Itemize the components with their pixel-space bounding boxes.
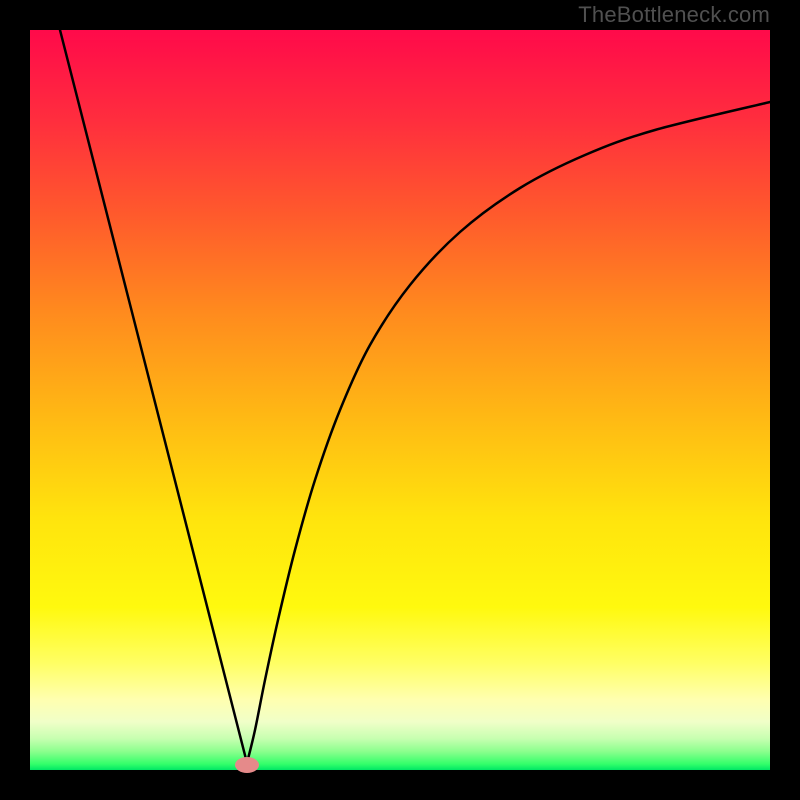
minimum-marker: [235, 757, 259, 773]
chart-container: TheBottleneck.com: [0, 0, 800, 800]
bottleneck-curve: [0, 0, 800, 800]
